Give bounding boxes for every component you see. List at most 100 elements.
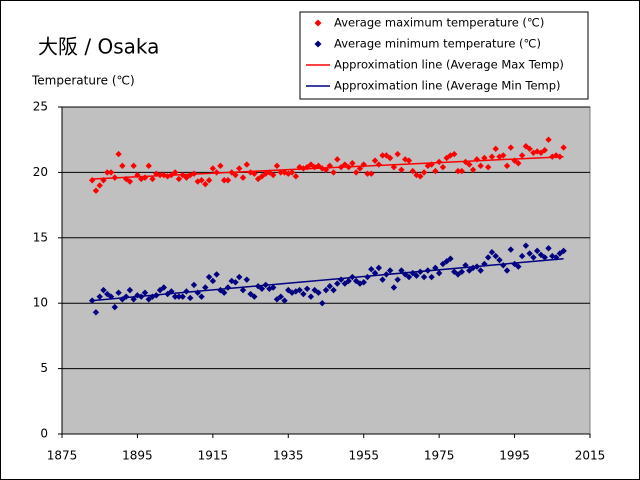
data-point (130, 162, 137, 170)
data-point (171, 169, 179, 176)
y-axis-label: Temperature (℃) (31, 74, 135, 88)
chart-title: 大阪 / Osaka (38, 35, 159, 59)
data-point (515, 263, 522, 270)
legend-marker (314, 19, 322, 27)
data-point (292, 173, 300, 180)
data-point (545, 245, 552, 252)
y-tick-label: 10 (33, 296, 48, 310)
data-point (503, 162, 511, 170)
data-point (190, 281, 198, 289)
data-point (239, 286, 247, 294)
data-point (107, 169, 115, 176)
data-point (500, 152, 507, 159)
data-point (334, 156, 341, 163)
data-point (296, 286, 303, 294)
data-point (435, 269, 443, 277)
data-point (104, 169, 111, 176)
data-point (179, 293, 186, 300)
data-point (213, 271, 220, 278)
x-tick-label: 1995 (499, 449, 530, 463)
data-point (541, 146, 548, 154)
data-point (379, 276, 386, 283)
data-point (390, 163, 398, 171)
data-point (115, 289, 122, 296)
data-point (307, 161, 315, 168)
data-point (209, 165, 217, 172)
data-point (126, 178, 134, 185)
data-point (413, 272, 420, 279)
data-point (409, 167, 416, 175)
legend-label: Approximation line (Average Max Temp) (334, 58, 564, 72)
data-point (560, 144, 567, 151)
data-point (518, 252, 526, 260)
data-point (375, 264, 382, 272)
legend-label: Approximation line (Average Min Temp) (334, 79, 561, 93)
data-point (92, 187, 100, 194)
data-point (364, 170, 371, 177)
data-point (232, 279, 239, 286)
data-point (270, 284, 277, 291)
data-point (398, 267, 405, 274)
data-point (239, 174, 247, 181)
data-point (458, 268, 465, 276)
data-point (126, 286, 134, 294)
data-point (288, 169, 296, 176)
plot-area: 0 5 10 15 20 25 1875 1895 1915 1935 1955 1975 1995 20… (33, 100, 606, 463)
data-point (466, 161, 473, 168)
data-point (149, 175, 156, 183)
data-point (236, 273, 243, 281)
data-point (243, 161, 250, 168)
data-point (556, 250, 564, 257)
data-point (507, 246, 514, 253)
data-point (334, 280, 341, 287)
data-point (258, 285, 266, 293)
legend-label: Average maximum temperature (℃) (334, 16, 544, 30)
data-point (390, 284, 398, 291)
data-point (100, 286, 107, 294)
data-point (447, 255, 454, 262)
data-point (220, 289, 228, 296)
data-point (141, 289, 149, 296)
x-tick-label: 1895 (122, 449, 153, 463)
data-point (405, 273, 413, 281)
data-point (92, 309, 100, 316)
data-point (518, 152, 526, 159)
data-point (273, 162, 281, 170)
trend-line (92, 257, 564, 302)
x-tick-label: 1955 (348, 449, 379, 463)
y-tick-label: 5 (40, 361, 48, 375)
data-point (277, 293, 284, 300)
x-tick-label: 1875 (47, 449, 78, 463)
data-point (492, 252, 499, 260)
data-point (322, 286, 330, 294)
x-tick-label: 1915 (198, 449, 229, 463)
x-tick-label: 1975 (424, 449, 455, 463)
data-point (202, 284, 209, 291)
x-tick-label: 2015 (575, 449, 606, 463)
data-point (439, 163, 447, 171)
data-point (96, 182, 103, 189)
data-point (394, 276, 401, 283)
data-point (405, 157, 413, 164)
data-point (209, 277, 217, 285)
data-point (515, 160, 522, 167)
data-point (432, 167, 439, 175)
data-point (300, 290, 307, 298)
trend-line (92, 155, 564, 180)
y-tick-label: 15 (33, 230, 48, 244)
data-point (232, 171, 239, 179)
data-point (503, 267, 511, 274)
data-point (541, 254, 548, 261)
data-point (236, 165, 243, 172)
data-point (454, 167, 462, 175)
data-point (352, 169, 360, 176)
data-point (492, 145, 499, 153)
data-point (484, 163, 492, 171)
data-point (386, 154, 394, 162)
data-point (145, 296, 152, 303)
x-tick-label: 1935 (273, 449, 304, 463)
data-point (281, 297, 288, 304)
data-point (303, 285, 311, 293)
data-point (379, 152, 386, 159)
data-point (469, 166, 477, 173)
